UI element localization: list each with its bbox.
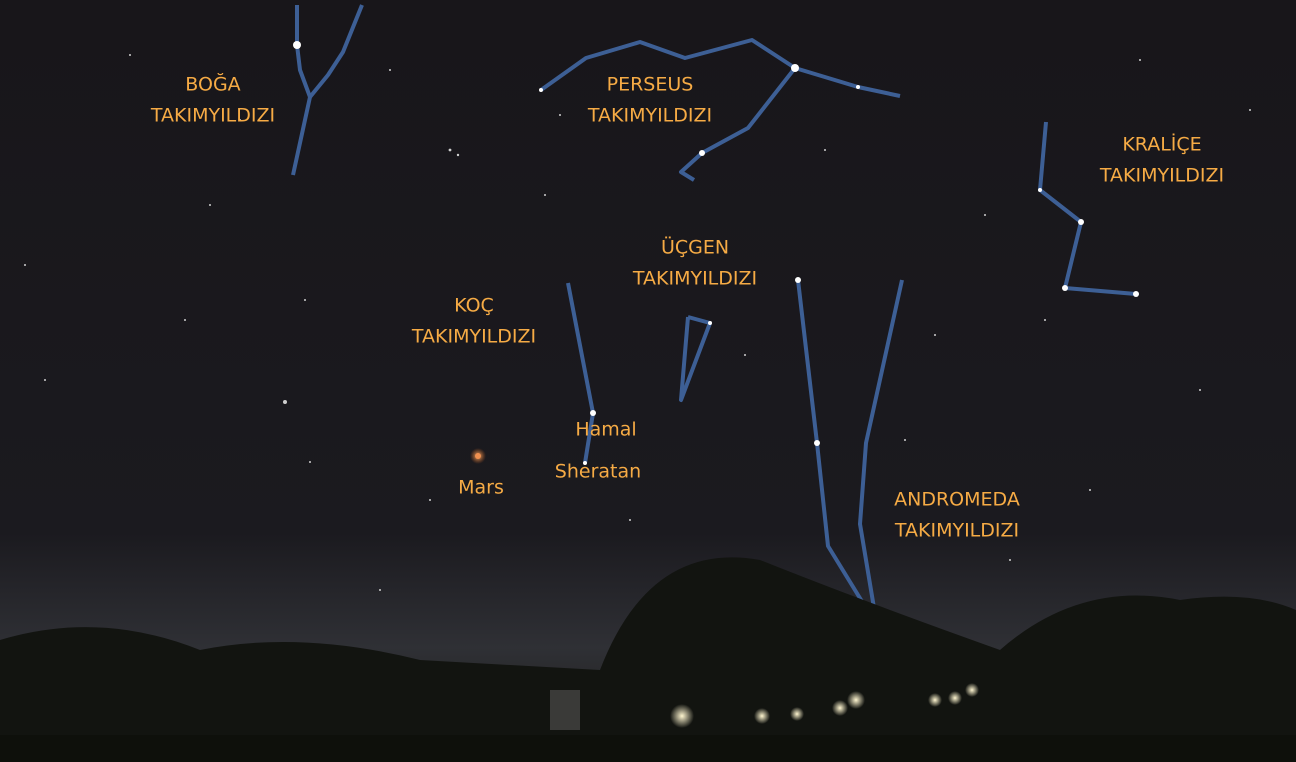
constellation-label: PERSEUS (607, 74, 694, 96)
constellation-label: BOĞA (185, 72, 240, 96)
constellation-label: TAKIMYILDIZI (632, 268, 757, 290)
object-label: Mars (458, 477, 504, 499)
constellation-label: KRALİÇE (1122, 133, 1201, 156)
constellation-label: TAKIMYILDIZI (150, 105, 275, 127)
object-label: Hamal (575, 419, 636, 441)
constellation-label: TAKIMYILDIZI (894, 520, 1019, 542)
object-label: Sheratan (555, 461, 641, 483)
constellation-label: TAKIMYILDIZI (411, 326, 536, 348)
sky-view: BOĞA TAKIMYILDIZI PERSEUS TAKIMYILDIZI KRALİ… (0, 0, 1296, 762)
constellation-label: TAKIMYILDIZI (1099, 165, 1224, 187)
constellation-label: ÜÇGEN (661, 236, 729, 259)
constellation-label: ANDROMEDA (894, 489, 1020, 511)
constellation-label: KOÇ (454, 295, 494, 317)
constellation-label: TAKIMYILDIZI (587, 105, 712, 127)
